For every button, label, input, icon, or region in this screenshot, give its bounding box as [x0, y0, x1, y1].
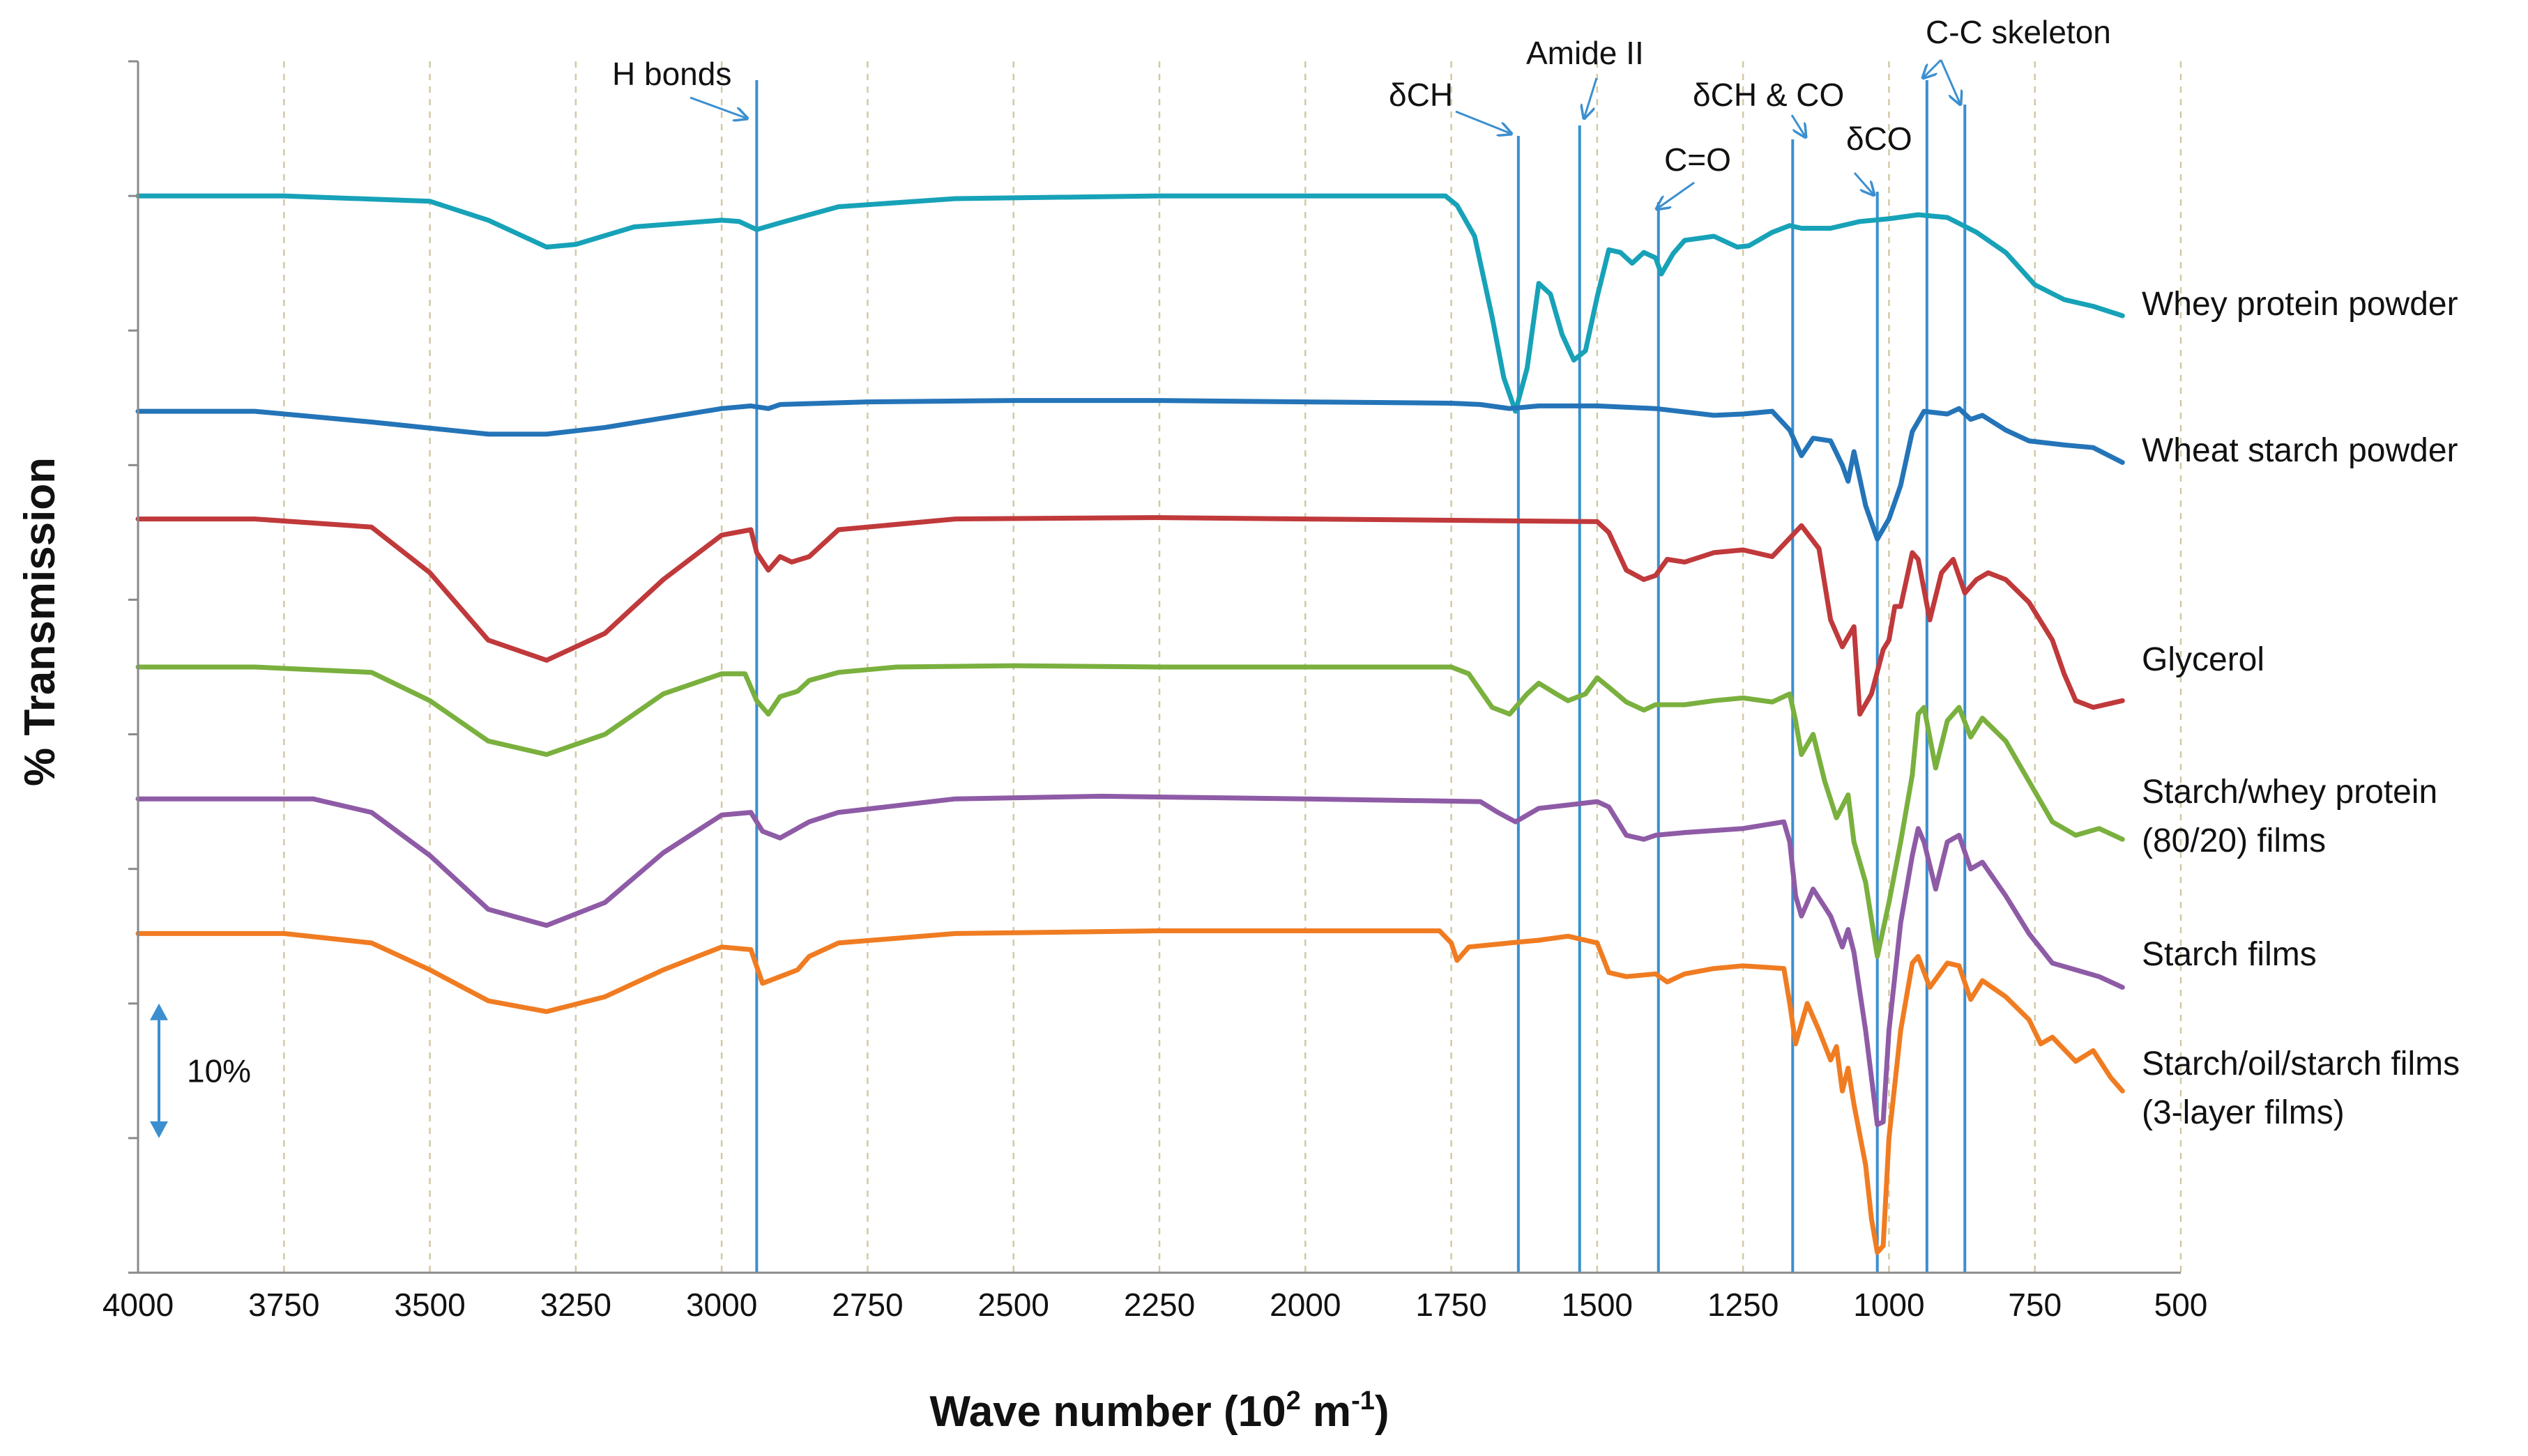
x-tick-label-1000: 1000 — [1853, 1287, 1924, 1323]
annotation-arrow-7-1 — [1923, 59, 1942, 78]
x-tick-label-2250: 2250 — [1124, 1287, 1195, 1323]
x-axis-title-part2: m — [1301, 1388, 1351, 1436]
axes — [137, 61, 2181, 1274]
annotation-label-1: H bonds — [612, 56, 731, 92]
annotation-arrow-2-1 — [1455, 110, 1512, 134]
series-line-2 — [135, 398, 2125, 542]
x-tick-label-1250: 1250 — [1707, 1287, 1779, 1323]
annotation-arrow-3-1 — [1584, 77, 1598, 118]
x-axis-title-sup2: -1 — [1351, 1386, 1375, 1416]
scale-bar-arrow-up — [150, 1003, 168, 1020]
series-label-6-line-1: Starch/oil/starch films — [2142, 1045, 2460, 1082]
annotation-label-6: δCO — [1846, 121, 1912, 157]
x-tick-label-2500: 2500 — [978, 1287, 1049, 1323]
x-tick-label-750: 750 — [2008, 1287, 2062, 1323]
x-tick-label-500: 500 — [2154, 1287, 2208, 1323]
annotation-lines — [755, 80, 1967, 1273]
series-label-5-line-1: Starch films — [2142, 936, 2317, 973]
x-axis-title-part3: ) — [1375, 1388, 1389, 1436]
annotation-label-4: C=O — [1664, 141, 1731, 178]
x-tick-label-1500: 1500 — [1562, 1287, 1633, 1323]
annotation-label-3: Amide II — [1526, 35, 1644, 71]
spectra-series — [135, 193, 2125, 1255]
scale-bar-arrow-down — [150, 1121, 168, 1138]
x-tick-label-3250: 3250 — [540, 1287, 611, 1323]
annotation-arrow-7-2 — [1940, 59, 1960, 105]
x-axis-title-sup1: 2 — [1286, 1386, 1301, 1416]
series-label-6-line-2: (3-layer films) — [2142, 1094, 2345, 1131]
y-minor-ticks — [128, 60, 138, 1274]
series-line-3 — [135, 515, 2125, 717]
series-label-4-line-2: (80/20) films — [2142, 822, 2326, 859]
series-label-2-line-1: Wheat starch powder — [2142, 432, 2458, 469]
x-tick-label-2750: 2750 — [832, 1287, 903, 1323]
y-axis-title: % Transmission — [16, 457, 64, 786]
scale-bar — [150, 1003, 168, 1138]
annotation-label-2: δCH — [1389, 77, 1453, 113]
series-label-4-line-1: Starch/whey protein — [2142, 774, 2437, 811]
series-line-6 — [135, 928, 2125, 1255]
series-line-4 — [135, 663, 2125, 959]
annotation-label-5: δCH & CO — [1693, 77, 1844, 113]
annotation-arrow-6-1 — [1853, 172, 1874, 195]
x-tick-label-1750: 1750 — [1415, 1287, 1486, 1323]
series-label-1-line-1: Whey protein powder — [2142, 286, 2458, 323]
series-line-1 — [135, 193, 2125, 414]
series-line-5 — [135, 793, 2125, 1128]
scale-bar-label: 10% — [187, 1052, 251, 1089]
series-labels: Whey protein powder Wheat starch powder Gl… — [2142, 286, 2460, 1131]
annotation-arrow-4-1 — [1657, 181, 1695, 209]
x-tick-label-3750: 3750 — [248, 1287, 319, 1323]
series-label-3-line-1: Glycerol — [2142, 641, 2264, 678]
x-tick-label-3000: 3000 — [686, 1287, 757, 1323]
annotation-arrow-1-1 — [690, 96, 747, 118]
x-tick-label-2000: 2000 — [1270, 1287, 1341, 1323]
annotation-label-7: C-C skeleton — [1926, 14, 2111, 50]
x-tick-label-3500: 3500 — [394, 1287, 465, 1323]
x-tick-labels: 4000 3750 3500 3250 3000 2750 2500 2250 2000 1750… — [102, 1287, 2208, 1323]
x-tick-label-4000: 4000 — [102, 1287, 174, 1323]
x-axis-title-part1: Wave number (10 — [929, 1388, 1286, 1436]
x-axis-title: Wave number (102 m-1) — [929, 1386, 1389, 1436]
annotation-arrow-5-1 — [1790, 114, 1806, 137]
